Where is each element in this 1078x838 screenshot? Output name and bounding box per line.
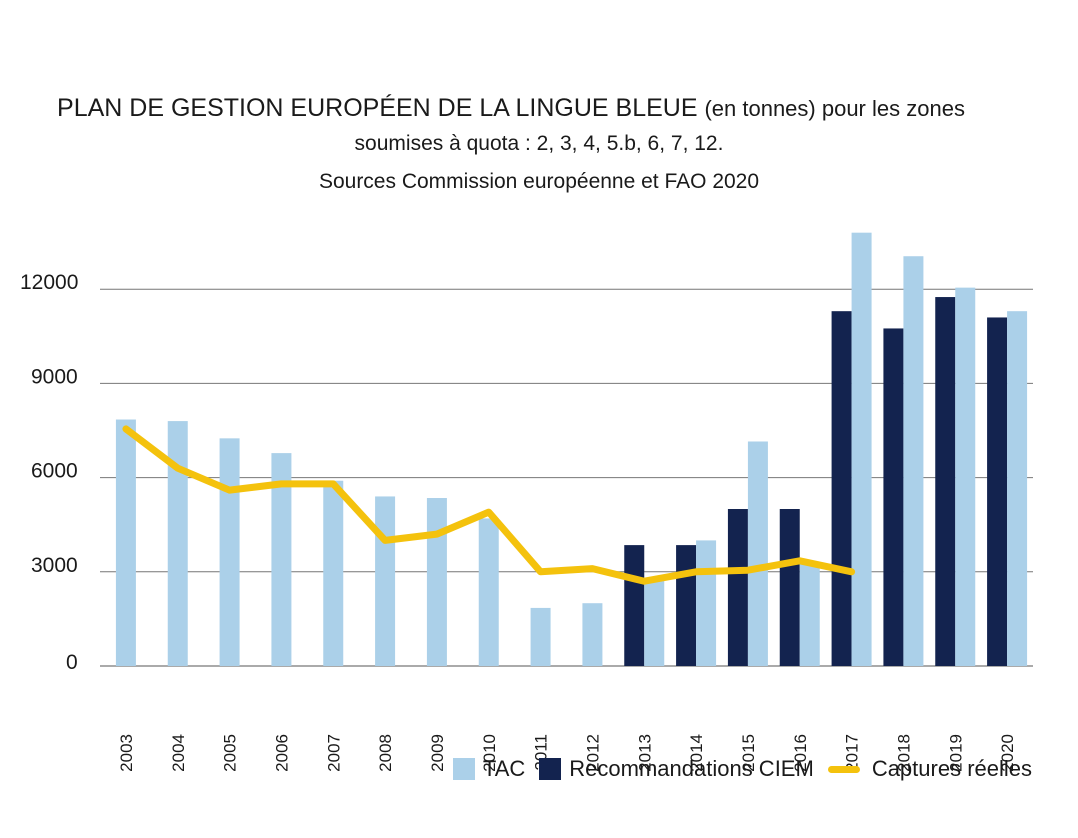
bar-ciem-2019 bbox=[935, 297, 956, 666]
x-tick-label-2014: 2014 bbox=[687, 734, 706, 772]
bar-tac-2019 bbox=[955, 287, 976, 666]
bar-tac-2018 bbox=[903, 256, 924, 666]
legend-label-ciem: Recommandations CIEM bbox=[569, 756, 814, 781]
x-tick-label-2013: 2013 bbox=[635, 734, 654, 772]
bar-ciem-2013 bbox=[624, 545, 645, 666]
x-tick-label-2009: 2009 bbox=[428, 734, 447, 772]
chart-title: PLAN DE GESTION EUROPÉEN DE LA LINGUE BL… bbox=[0, 94, 1050, 123]
bar-tac-2006 bbox=[271, 453, 292, 666]
bar-tac-2008 bbox=[375, 496, 396, 666]
bar-tac-2010 bbox=[478, 518, 499, 666]
legend-label-tac: TAC bbox=[482, 756, 526, 781]
bar-tac-2005 bbox=[219, 438, 240, 666]
bar-tac-2015 bbox=[747, 441, 768, 666]
bar-tac-2004 bbox=[167, 421, 188, 666]
bar-tac-2007 bbox=[323, 480, 344, 666]
x-tick-label-2012: 2012 bbox=[583, 734, 602, 772]
x-tick-label-2007: 2007 bbox=[324, 734, 343, 772]
bar-tac-2012 bbox=[582, 603, 603, 666]
bar-tac-2003 bbox=[115, 419, 136, 666]
chart-legend: TAC Recommandations CIEM Captures réelle… bbox=[439, 756, 1032, 782]
x-tick-label-2020: 2020 bbox=[998, 734, 1017, 772]
bar-ciem-2018 bbox=[883, 328, 904, 666]
chart-subtitle: soumises à quota : 2, 3, 4, 5.b, 6, 7, 1… bbox=[354, 132, 724, 155]
x-tick-label-2010: 2010 bbox=[480, 734, 499, 772]
x-tick-label-2017: 2017 bbox=[843, 734, 862, 772]
y-tick-label-9000: 9000 bbox=[31, 365, 78, 388]
bar-ciem-2020 bbox=[987, 317, 1008, 666]
y-tick-label-12000: 12000 bbox=[20, 271, 78, 294]
y-tick-label-3000: 3000 bbox=[31, 554, 78, 577]
x-tick-label-2016: 2016 bbox=[791, 734, 810, 772]
x-tick-label-2019: 2019 bbox=[946, 734, 965, 772]
x-tick-label-2015: 2015 bbox=[739, 734, 758, 772]
bar-tac-2016 bbox=[799, 562, 820, 666]
x-tick-label-2005: 2005 bbox=[221, 734, 240, 772]
x-tick-label-2006: 2006 bbox=[272, 734, 291, 772]
bar-ciem-2016 bbox=[779, 509, 800, 666]
bar-tac-2014 bbox=[696, 540, 717, 666]
legend-item-ciem: Recommandations CIEM bbox=[539, 756, 814, 782]
x-tick-label-2008: 2008 bbox=[376, 734, 395, 772]
chart-source: Sources Commission européenne et FAO 202… bbox=[318, 170, 760, 193]
legend-swatch-tac bbox=[452, 758, 475, 780]
legend-line-captures bbox=[827, 765, 860, 773]
bar-ciem-2017 bbox=[831, 311, 852, 666]
chart-title-main: PLAN DE GESTION EUROPÉEN DE LA LINGUE BL… bbox=[57, 94, 698, 122]
bar-tac-2017 bbox=[851, 232, 872, 666]
line-captures-reelles bbox=[122, 425, 856, 585]
legend-swatch-ciem bbox=[539, 758, 562, 780]
bar-tac-2009 bbox=[426, 498, 447, 666]
x-tick-label-2003: 2003 bbox=[117, 734, 136, 772]
bar-ciem-2015 bbox=[727, 509, 748, 666]
y-tick-label-0: 0 bbox=[66, 651, 78, 674]
x-tick-label-2004: 2004 bbox=[169, 734, 188, 772]
bar-tac-2011 bbox=[530, 607, 551, 666]
legend-item-tac: TAC bbox=[452, 756, 526, 782]
chart-title-unit: (en tonnes) pour les zones bbox=[704, 96, 965, 121]
bar-tac-2013 bbox=[644, 579, 665, 666]
bar-tac-2020 bbox=[1007, 311, 1028, 666]
legend-item-captures: Captures réelles bbox=[827, 756, 1032, 782]
y-tick-label-6000: 6000 bbox=[31, 460, 78, 483]
x-tick-label-2018: 2018 bbox=[894, 734, 913, 772]
bar-ciem-2014 bbox=[676, 545, 697, 666]
legend-label-captures: Captures réelles bbox=[871, 756, 1032, 781]
